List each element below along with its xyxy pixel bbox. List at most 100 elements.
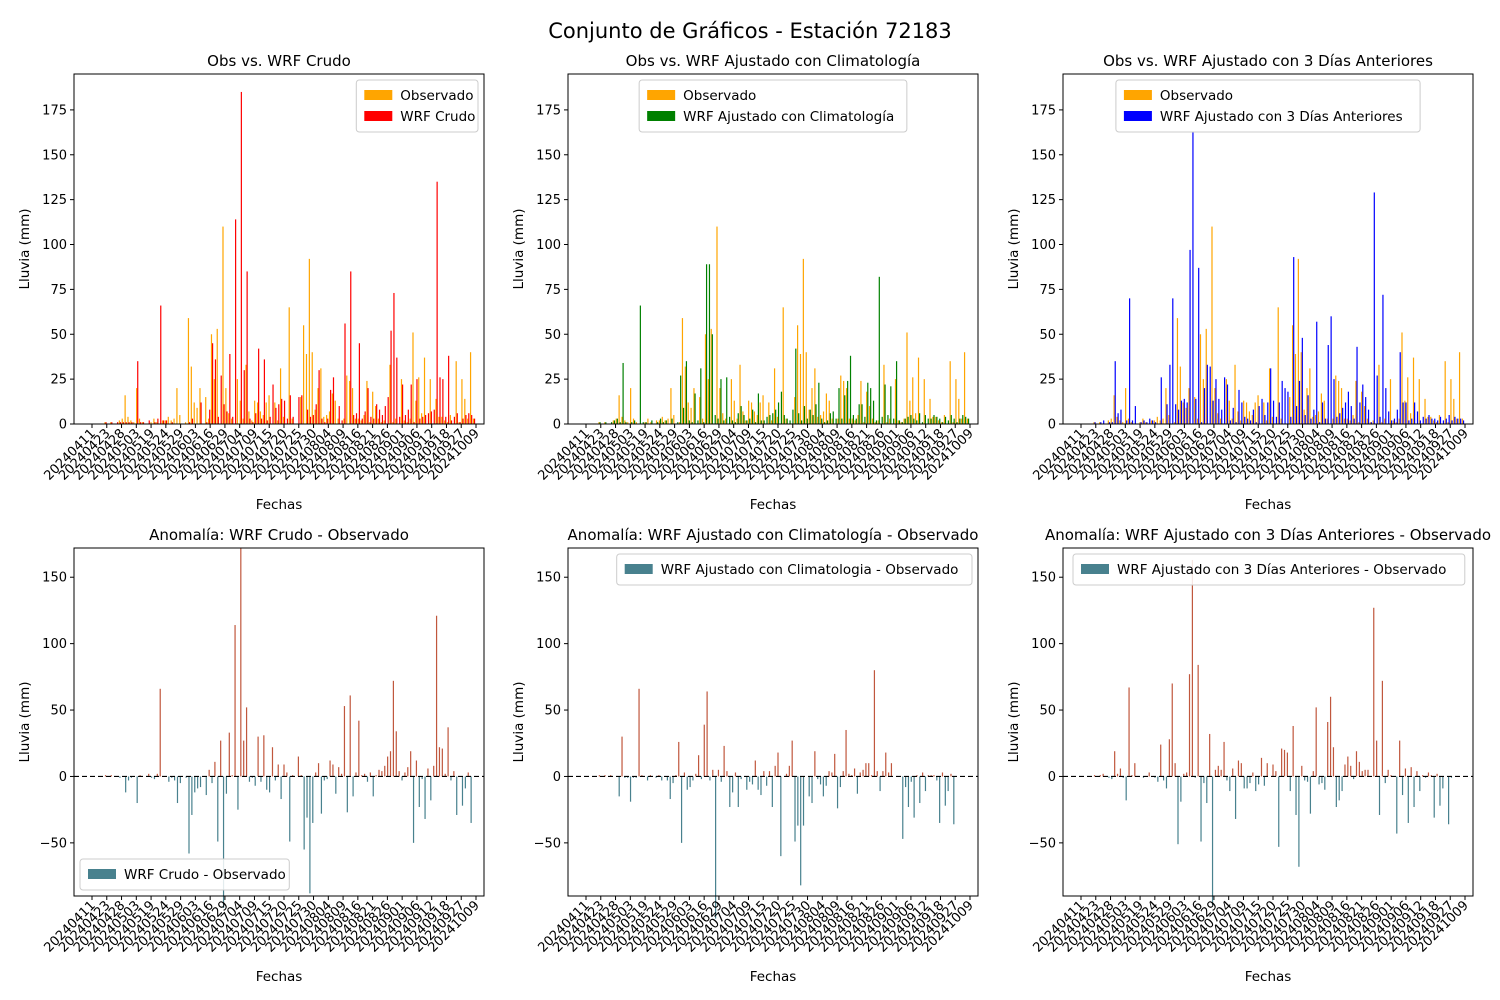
bar [1168,739,1170,777]
bar [734,772,737,777]
bar [733,400,735,424]
bar [464,776,466,789]
bar [1290,416,1292,424]
y-tick-label: 100 [536,238,561,253]
bar [845,729,847,777]
bar [1258,776,1260,785]
bar [1094,422,1096,424]
bar [887,415,889,424]
bar [1430,775,1432,777]
bar [1307,395,1309,424]
bar [1217,413,1219,424]
bar [1160,744,1162,777]
bar [1281,380,1283,424]
bar [749,418,751,424]
bar [1379,416,1381,424]
bar [1149,418,1151,424]
bar [677,422,679,424]
bar [1444,361,1446,424]
bar [1298,776,1300,867]
bar [1093,422,1095,424]
bar-group [598,670,955,919]
bar [1346,418,1348,424]
bar [456,413,458,424]
bar [303,325,305,424]
bar [435,398,437,424]
bar [756,415,758,424]
bar [919,413,921,424]
bar [1344,402,1347,424]
bar [704,334,707,424]
bar [889,418,891,424]
bar [832,411,834,424]
axes-frame [567,547,979,897]
bar [731,420,734,424]
bar [438,416,440,424]
bar [893,418,895,424]
bar [774,765,776,777]
bar [919,776,921,804]
bar [412,776,415,843]
bar [913,776,915,818]
bar [387,397,389,424]
bar [711,334,713,424]
bar [1194,776,1196,778]
bar [924,776,927,792]
bar [164,420,167,424]
bar [1099,422,1101,424]
bar [732,776,734,793]
bar [116,422,119,424]
bar [1313,409,1315,424]
bar [1407,377,1409,424]
bar [924,415,926,424]
bar [424,776,426,819]
bar [824,422,826,424]
bar [153,418,155,424]
y-tick-label: −50 [534,836,561,851]
bar [416,379,418,424]
bar [1197,664,1199,777]
bar [1224,377,1226,424]
x-axis: 2024041120240423202404282024050320240519… [535,896,977,956]
bar [751,776,754,785]
bar [1358,761,1360,777]
bar [228,413,230,424]
bar [1154,422,1157,424]
bar [311,352,313,424]
bar [128,422,130,424]
bar [1462,420,1465,424]
bar [248,411,250,424]
bar [176,388,178,424]
bar [722,413,724,424]
bar [900,422,902,424]
bar [170,420,172,424]
bar [1329,696,1332,777]
bar [243,370,245,424]
bar [1300,352,1302,424]
bar [1422,775,1424,777]
bar [902,776,904,839]
bar [638,688,640,777]
bar [849,355,852,424]
bar [1252,772,1254,777]
bar [410,751,412,777]
bar [1349,420,1351,424]
bar [1321,776,1323,784]
bar [228,732,230,777]
bar [274,402,276,424]
bar [1182,402,1184,424]
bar [642,422,644,424]
bar [1231,418,1233,424]
bar [1258,406,1260,424]
bar [191,776,193,815]
y-tick-label: 175 [42,103,67,118]
bar [757,776,759,790]
bar [243,740,245,777]
bar [1114,751,1116,777]
bar [124,395,126,424]
bar [350,271,352,424]
bar [729,776,731,808]
bar [274,776,276,781]
subplot-title: Obs vs. WRF Ajustado con 3 Días Anterior… [1103,52,1433,70]
bar [444,420,446,424]
